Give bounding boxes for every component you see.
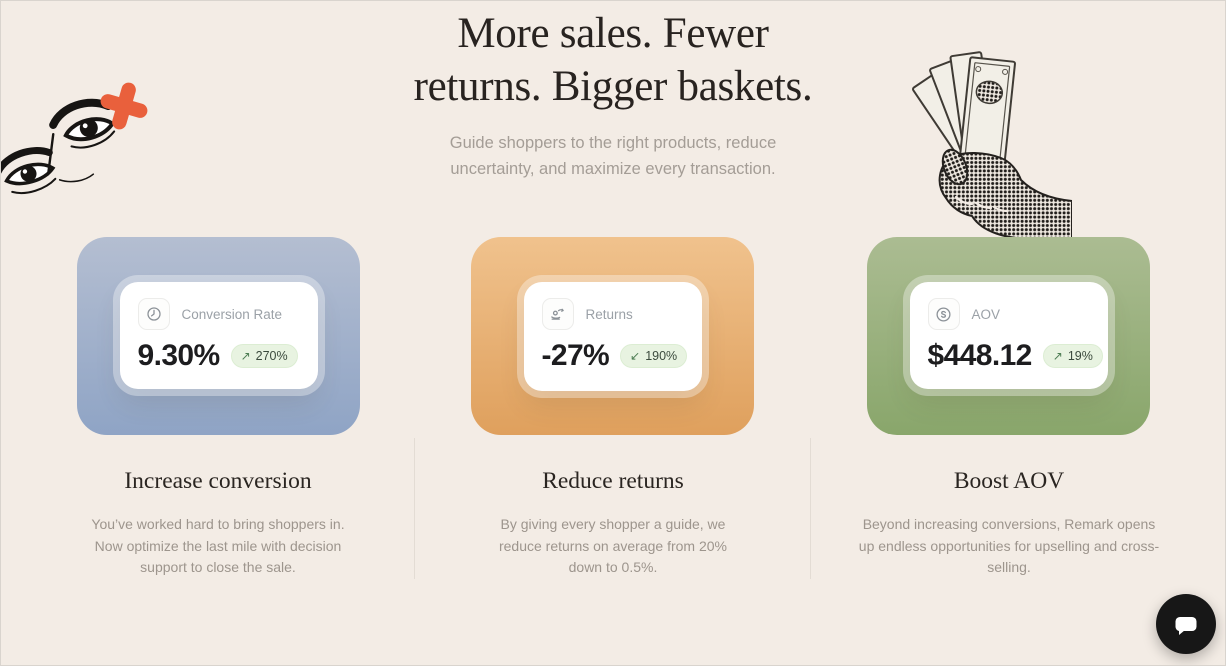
stat-card-returns: Returns -27% ↙ 190% bbox=[471, 237, 754, 435]
feature-description: You’ve worked hard to bring shoppers in.… bbox=[91, 516, 345, 575]
page-title-line-2: returns. Bigger baskets. bbox=[413, 63, 813, 110]
stat-card-conversion: Conversion Rate 9.30% ↗ 270% bbox=[77, 237, 360, 435]
metric-value: $448.12 bbox=[927, 339, 1033, 372]
metric-value: 9.30% bbox=[137, 339, 221, 372]
chat-bubble-icon bbox=[1175, 617, 1197, 635]
feature-boost-aov: Boost AOV Beyond increasing conversions,… bbox=[839, 468, 1179, 579]
trend-value: 270% bbox=[255, 349, 288, 363]
page-subtitle-line-1: Guide shoppers to the right products, re… bbox=[449, 134, 777, 152]
feature-description: Beyond increasing conversions, Remark op… bbox=[858, 516, 1160, 575]
trend-badge: ↙ 190% bbox=[620, 344, 688, 368]
metric-value: -27% bbox=[541, 339, 610, 372]
returns-widget: Returns -27% ↙ 190% bbox=[523, 282, 702, 391]
page-subtitle-line-2: uncertainty, and maximize every transact… bbox=[450, 160, 776, 178]
trend-up-icon: ↗ bbox=[1052, 349, 1063, 363]
trend-down-icon: ↙ bbox=[630, 349, 641, 363]
stat-card-aov: AOV $448.12 ↗ 19% bbox=[867, 237, 1150, 435]
trend-badge: ↗ 270% bbox=[230, 344, 298, 368]
vertical-divider bbox=[810, 438, 811, 579]
page-title-line-1: More sales. Fewer bbox=[457, 10, 769, 57]
feature-increase-conversion: Increase conversion You’ve worked hard t… bbox=[48, 468, 388, 579]
trend-value: 190% bbox=[645, 349, 678, 363]
feature-heading: Boost AOV bbox=[953, 468, 1065, 494]
money-hand-illustration bbox=[912, 51, 1072, 239]
aov-widget: AOV $448.12 ↗ 19% bbox=[909, 282, 1108, 389]
conversion-rate-widget: Conversion Rate 9.30% ↗ 270% bbox=[119, 282, 318, 389]
plus-icon bbox=[100, 82, 148, 130]
page-subtitle: Guide shoppers to the right products, re… bbox=[1, 130, 1225, 182]
trend-value: 19% bbox=[1067, 349, 1093, 363]
feature-description: By giving every shopper a guide, we redu… bbox=[498, 516, 727, 575]
page-title: More sales. Fewer returns. Bigger baskets… bbox=[1, 7, 1225, 113]
chat-launcher-button[interactable] bbox=[1156, 594, 1216, 654]
trend-up-icon: ↗ bbox=[240, 349, 251, 363]
feature-heading: Reduce returns bbox=[542, 468, 684, 494]
coin-hand-icon bbox=[541, 298, 574, 330]
metric-label: Returns bbox=[585, 306, 633, 322]
metric-label: Conversion Rate bbox=[181, 306, 283, 322]
vertical-divider bbox=[414, 438, 415, 579]
feature-reduce-returns: Reduce returns By giving every shopper a… bbox=[443, 468, 783, 579]
feature-heading: Increase conversion bbox=[124, 468, 312, 494]
dollar-circle-icon bbox=[927, 298, 960, 330]
metric-label: AOV bbox=[971, 306, 1001, 322]
clock-icon bbox=[137, 298, 170, 330]
trend-badge: ↗ 19% bbox=[1042, 344, 1103, 368]
